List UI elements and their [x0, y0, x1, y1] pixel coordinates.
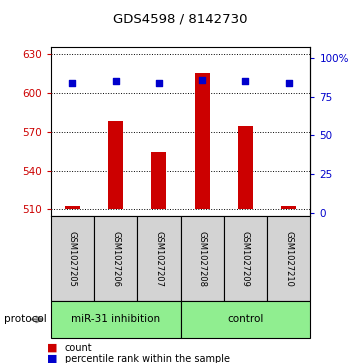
Point	[286, 80, 292, 86]
Bar	[180, 301, 310, 338]
Text: protocol: protocol	[4, 314, 46, 325]
Bar	[224, 216, 267, 301]
Text: GSM1027205: GSM1027205	[68, 231, 77, 286]
Text: miR-31 inhibition: miR-31 inhibition	[71, 314, 160, 325]
Text: GSM1027207: GSM1027207	[155, 231, 163, 287]
Bar	[51, 216, 94, 301]
Bar	[65, 205, 80, 209]
Bar	[151, 152, 166, 209]
Text: control: control	[227, 314, 264, 325]
Point	[69, 80, 75, 86]
Bar	[94, 216, 137, 301]
Text: GSM1027210: GSM1027210	[284, 231, 293, 286]
Text: GSM1027209: GSM1027209	[241, 231, 250, 286]
Text: count: count	[65, 343, 93, 353]
Bar	[267, 216, 310, 301]
Bar	[180, 216, 224, 301]
Point	[113, 78, 118, 84]
Text: ■: ■	[47, 343, 57, 353]
Bar	[51, 301, 180, 338]
Point	[156, 80, 162, 86]
Text: GDS4598 / 8142730: GDS4598 / 8142730	[113, 13, 248, 26]
Text: ■: ■	[47, 354, 57, 363]
Bar	[137, 216, 180, 301]
Bar	[281, 205, 296, 209]
Text: percentile rank within the sample: percentile rank within the sample	[65, 354, 230, 363]
Bar	[195, 73, 210, 209]
Text: GSM1027208: GSM1027208	[198, 231, 206, 287]
Text: GSM1027206: GSM1027206	[111, 231, 120, 287]
Bar	[108, 121, 123, 209]
Bar	[238, 126, 253, 209]
Point	[199, 77, 205, 83]
Point	[243, 78, 248, 84]
